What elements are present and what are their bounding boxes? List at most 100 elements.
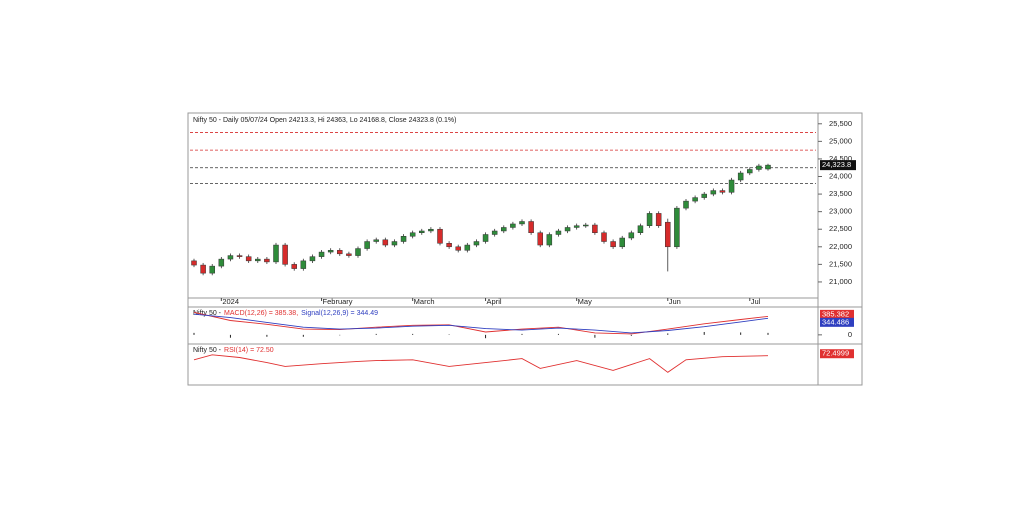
y-tick-label: 0 (848, 330, 852, 339)
x-tick-label: 2024 (222, 297, 239, 306)
candle-body (291, 264, 297, 269)
candle-body (528, 221, 534, 233)
candle-body (273, 244, 279, 263)
candle-body (728, 179, 735, 193)
value-label-box (820, 349, 854, 359)
candle-body (701, 193, 707, 198)
candle-body (355, 248, 361, 256)
candle-body (665, 221, 671, 248)
panel-title: Nifty 50 - (193, 310, 222, 317)
value-label: 72.4999 (822, 349, 849, 358)
candle-body (737, 172, 744, 181)
x-tick-label: March (414, 297, 435, 306)
candle-body (583, 224, 589, 227)
y-tick-label: 24,000 (829, 171, 852, 180)
y-tick-label: 25,000 (829, 136, 852, 145)
chart-title: Nifty 50 - Daily 05/07/24 Open 24213.3, … (193, 117, 456, 124)
value-label-box (820, 317, 854, 327)
x-tick-label: February (323, 297, 353, 306)
y-tick-label: 23,500 (829, 189, 852, 198)
price-label: 24,323.8 (822, 160, 851, 169)
candle-body (592, 224, 598, 233)
candle-body (264, 258, 270, 263)
candle-body (546, 234, 553, 246)
candle-body (519, 221, 525, 225)
x-tick-label: Jul (751, 297, 761, 306)
candle-body (510, 223, 516, 228)
candle-body (437, 228, 443, 244)
candle-body (428, 228, 434, 232)
candle-body (300, 260, 307, 269)
candle-body (710, 190, 717, 195)
legend-entry: RSI(14) = 72.50 (224, 347, 274, 354)
candle-body (309, 256, 316, 262)
candle-body (227, 255, 234, 260)
candle-body (391, 241, 398, 246)
candle-body (501, 227, 507, 232)
candle-body (601, 232, 607, 242)
candle-body (610, 241, 616, 248)
candle-body (337, 250, 343, 255)
legend: Nifty 50 - RSI(14) = 72.50 (193, 347, 274, 354)
price-label-box (820, 160, 856, 171)
candle-body (464, 244, 471, 251)
series-line (193, 313, 769, 334)
x-tick-label: Jun (669, 297, 681, 306)
y-tick-label: 21,000 (829, 277, 852, 286)
candle-body (747, 169, 753, 174)
candle-body (719, 190, 726, 193)
candle-body (692, 197, 698, 202)
candle-body (373, 239, 379, 242)
legend: Nifty 50 - MACD(12,26) = 385.38, Signal(12… (193, 310, 378, 317)
candle-body (537, 232, 543, 246)
y-tick-label: 25,500 (829, 119, 852, 128)
candle-body (209, 265, 215, 274)
candle-body (255, 258, 261, 262)
candle-body (655, 213, 662, 226)
candle-body (473, 241, 480, 246)
candle-body (455, 246, 461, 251)
x-tick-label: May (578, 297, 592, 306)
candle-body (218, 258, 225, 267)
candle-body (245, 256, 252, 262)
candle-body (364, 241, 370, 249)
y-tick-label: 22,000 (829, 242, 852, 251)
candle-body (491, 230, 498, 235)
candle-body (628, 232, 635, 239)
candle-body (282, 244, 288, 265)
candle-body (400, 236, 407, 242)
value-label: 385.382 (822, 309, 849, 318)
candle-body (646, 213, 653, 226)
y-tick-label: 24,500 (829, 154, 852, 163)
candle-body (236, 255, 243, 257)
x-tick-label: April (487, 297, 502, 306)
candle-body (200, 264, 206, 274)
candle-body (409, 232, 416, 237)
value-label-box (820, 309, 854, 319)
frame (187, 112, 863, 386)
candle-body (765, 164, 771, 170)
candle-body (446, 243, 452, 248)
candle-body (683, 200, 689, 209)
candle-body (564, 227, 571, 232)
candle-body (674, 207, 680, 248)
candle-body (191, 260, 197, 266)
candle-body (318, 251, 325, 257)
candle-body (419, 230, 425, 233)
candle-body (637, 225, 644, 233)
y-tick-label: 21,500 (829, 259, 852, 268)
candle-body (756, 165, 762, 170)
y-tick-label: 22,500 (829, 224, 852, 233)
candle-body (573, 225, 580, 228)
legend-entry: MACD(12,26) = 385.38, (224, 310, 298, 317)
candle-body (327, 250, 334, 253)
candle-body (346, 253, 352, 256)
value-label: 344.486 (822, 317, 849, 326)
y-tick-label: 23,000 (829, 207, 852, 216)
candle-body (619, 237, 625, 248)
candle-body (482, 234, 489, 242)
candle-body (382, 239, 389, 246)
legend-entry: Signal(12,26,9) = 344.49 (301, 310, 378, 317)
